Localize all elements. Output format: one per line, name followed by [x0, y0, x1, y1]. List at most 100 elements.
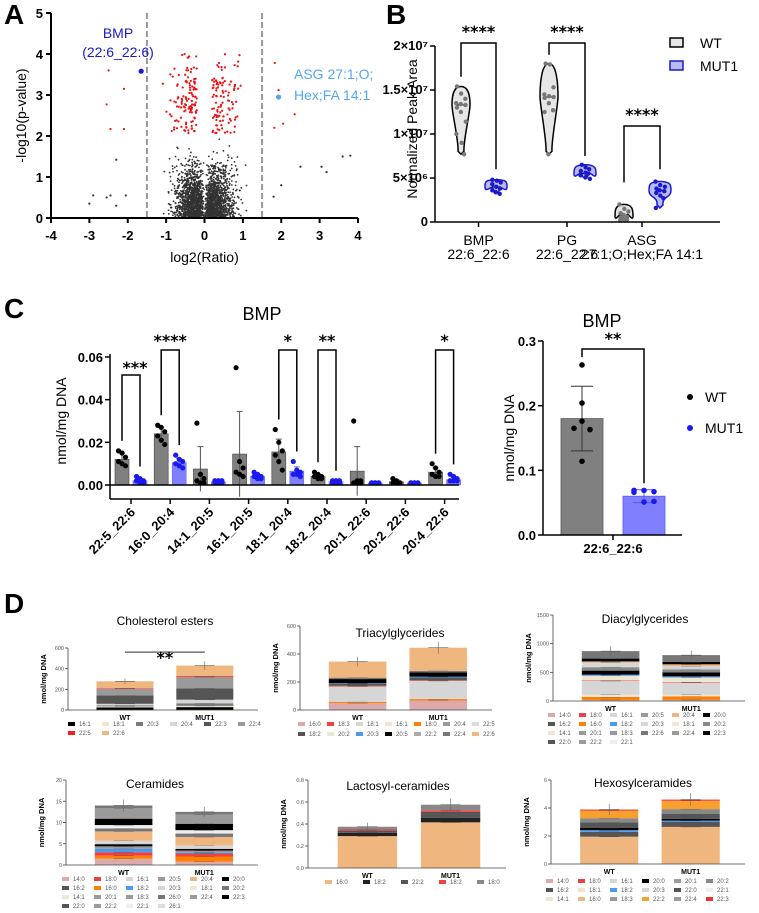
stack-segment	[176, 676, 234, 677]
significant-point	[190, 111, 193, 114]
nonsignificant-point	[220, 176, 223, 179]
data-point	[459, 140, 464, 145]
nonsignificant-point	[180, 170, 183, 173]
significant-point	[188, 81, 191, 85]
nonsignificant-point	[171, 167, 174, 170]
stack-segment	[662, 682, 721, 695]
significant-point	[215, 131, 218, 134]
significant-point	[176, 83, 179, 86]
nonsignificant-point	[177, 196, 180, 199]
nonsignificant-point	[208, 210, 211, 213]
y-axis-label: nmol/mg DNA	[501, 394, 517, 482]
outlier-point	[299, 165, 302, 168]
stack-segment	[661, 826, 720, 864]
stacked-chart-ceramides: Ceramides WT MUT1 0 5 10 15 20 nmol/mg DNA 14:0 18…	[37, 777, 258, 910]
nonsignificant-point	[225, 214, 227, 216]
legend-label: WT	[705, 389, 727, 405]
x-tick-label: 3	[316, 228, 323, 243]
violin-wt	[539, 62, 559, 156]
nonsignificant-point	[189, 193, 192, 196]
nonsignificant-point	[232, 211, 235, 214]
data-point	[579, 162, 585, 167]
nonsignificant-point	[221, 194, 224, 197]
significant-point	[186, 56, 189, 59]
nonsignificant-point	[235, 180, 237, 183]
nonsignificant-point	[191, 158, 194, 161]
nonsignificant-point	[224, 186, 227, 189]
nonsignificant-point	[196, 200, 198, 202]
legend-label: 20:4	[201, 877, 213, 883]
nonsignificant-point	[181, 206, 184, 209]
legend-swatch	[94, 895, 101, 899]
legend-swatch	[641, 722, 648, 726]
x-tick-label: -3	[84, 228, 96, 243]
legend-swatch	[610, 888, 617, 892]
stack-segment	[662, 694, 721, 697]
legend-swatch	[414, 722, 421, 726]
legend-label: 16:0	[309, 722, 321, 728]
nonsignificant-point	[207, 178, 210, 181]
stack-segment	[580, 836, 639, 864]
nonsignificant-point	[228, 172, 231, 175]
data-point	[657, 182, 663, 188]
nonsignificant-point	[210, 184, 213, 187]
significant-point	[188, 105, 191, 108]
legend-swatch	[68, 731, 75, 735]
nonsignificant-point	[187, 164, 190, 167]
significant-point	[190, 99, 193, 103]
outlier-point	[88, 202, 91, 205]
legend-label: 20:4	[454, 722, 466, 728]
nonsignificant-point	[200, 171, 202, 174]
nonsignificant-point	[212, 192, 215, 195]
nonsignificant-point	[218, 138, 221, 141]
significant-point	[193, 104, 197, 107]
data-point	[586, 167, 592, 172]
outlier-point	[115, 158, 118, 161]
nonsignificant-point	[183, 176, 186, 179]
nonsignificant-point	[202, 162, 205, 164]
nonsignificant-point	[238, 213, 240, 216]
y-axis-label: nmol/mg DNA	[53, 377, 69, 465]
nonsignificant-point	[191, 171, 194, 173]
outlier-point	[320, 165, 323, 168]
legend-swatch	[674, 879, 681, 883]
nonsignificant-point	[218, 207, 220, 210]
nonsignificant-point	[214, 194, 217, 197]
significant-point	[214, 101, 218, 104]
nonsignificant-point	[182, 213, 185, 216]
significant-point	[184, 96, 187, 99]
nonsignificant-point	[188, 190, 191, 193]
legend-swatch	[674, 888, 681, 892]
nonsignificant-point	[187, 190, 189, 193]
nonsignificant-point	[236, 173, 239, 176]
nonsignificant-point	[202, 202, 205, 205]
significant-point	[216, 64, 219, 67]
nonsignificant-point	[200, 169, 202, 172]
significant-point	[177, 120, 180, 123]
data-point	[579, 362, 585, 368]
significant-point	[187, 97, 190, 100]
nonsignificant-point	[225, 207, 227, 209]
nonsignificant-point	[217, 166, 219, 169]
nonsignificant-point	[162, 212, 165, 215]
significant-point	[173, 126, 176, 129]
nonsignificant-point	[235, 201, 238, 204]
nonsignificant-point	[226, 188, 229, 190]
stack-segment	[175, 853, 234, 857]
nonsignificant-point	[190, 200, 193, 203]
nonsignificant-point	[176, 169, 178, 172]
nonsignificant-point	[175, 205, 178, 208]
data-point	[351, 418, 357, 424]
significant-point	[229, 131, 232, 134]
legend-label: 18:0	[590, 713, 602, 719]
data-point	[233, 365, 239, 371]
legend-label: 16:2	[557, 888, 569, 894]
nonsignificant-point	[216, 209, 219, 212]
y-tick-label: 0	[544, 862, 547, 868]
y-tick-label: 0	[546, 699, 549, 705]
nonsignificant-point	[222, 175, 225, 178]
outlier-point	[92, 194, 95, 197]
legend-swatch	[204, 722, 211, 726]
significance-stars: **	[605, 329, 622, 348]
significant-point	[185, 126, 188, 129]
